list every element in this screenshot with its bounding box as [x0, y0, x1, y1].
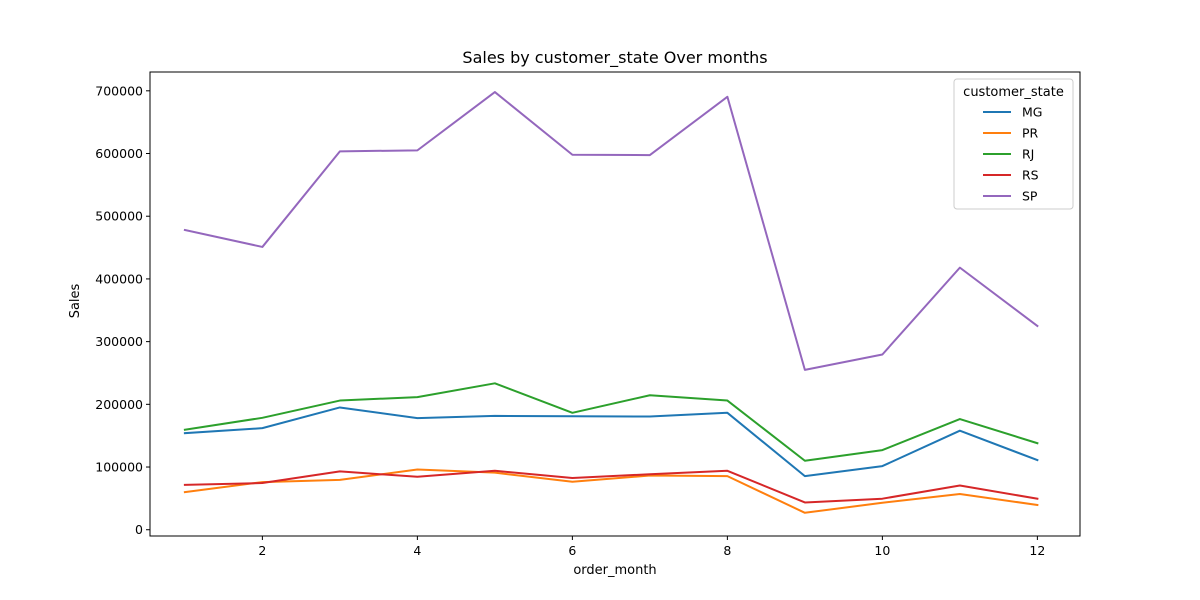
y-axis-label: Sales — [68, 283, 83, 318]
plot-area — [183, 91, 1039, 514]
x-axis: 2 4 6 8 10 12 — [258, 536, 1045, 558]
x-tick-label: 8 — [723, 543, 731, 558]
x-tick-label: 10 — [874, 543, 890, 558]
legend-label-sp: SP — [1022, 189, 1038, 204]
y-tick-label: 200000 — [95, 397, 143, 412]
chart-title: Sales by customer_state Over months — [462, 48, 767, 68]
series-line-sp — [183, 91, 1039, 371]
y-tick-label: 600000 — [95, 146, 143, 161]
y-tick-label: 700000 — [95, 83, 143, 98]
y-tick-label: 300000 — [95, 334, 143, 349]
plot-frame — [149, 71, 1081, 537]
y-tick-label: 500000 — [95, 209, 143, 224]
series-line-mg — [183, 406, 1039, 478]
x-tick-label: 4 — [413, 543, 421, 558]
y-tick-label: 400000 — [95, 271, 143, 286]
legend-title: customer_state — [963, 85, 1064, 100]
legend-label-rj: RJ — [1022, 147, 1034, 162]
legend-label-rs: RS — [1022, 168, 1039, 183]
series-line-rs — [183, 469, 1039, 504]
series-line-pr — [183, 468, 1039, 514]
legend-label-pr: PR — [1022, 126, 1039, 141]
x-tick-label: 2 — [258, 543, 266, 558]
x-tick-label: 6 — [568, 543, 576, 558]
x-axis-label: order_month — [573, 563, 656, 578]
legend: customer_state MG PR RJ RS SP — [953, 78, 1074, 210]
series-line-rj — [183, 382, 1039, 462]
y-tick-label: 0 — [135, 522, 143, 537]
legend-label-mg: MG — [1022, 105, 1042, 120]
y-tick-label: 100000 — [95, 460, 143, 475]
y-axis: 0 100000 200000 300000 400000 500000 600000 700… — [95, 83, 150, 537]
legend-items: MG PR RJ RS SP — [983, 105, 1042, 204]
x-tick-label: 12 — [1029, 543, 1045, 558]
